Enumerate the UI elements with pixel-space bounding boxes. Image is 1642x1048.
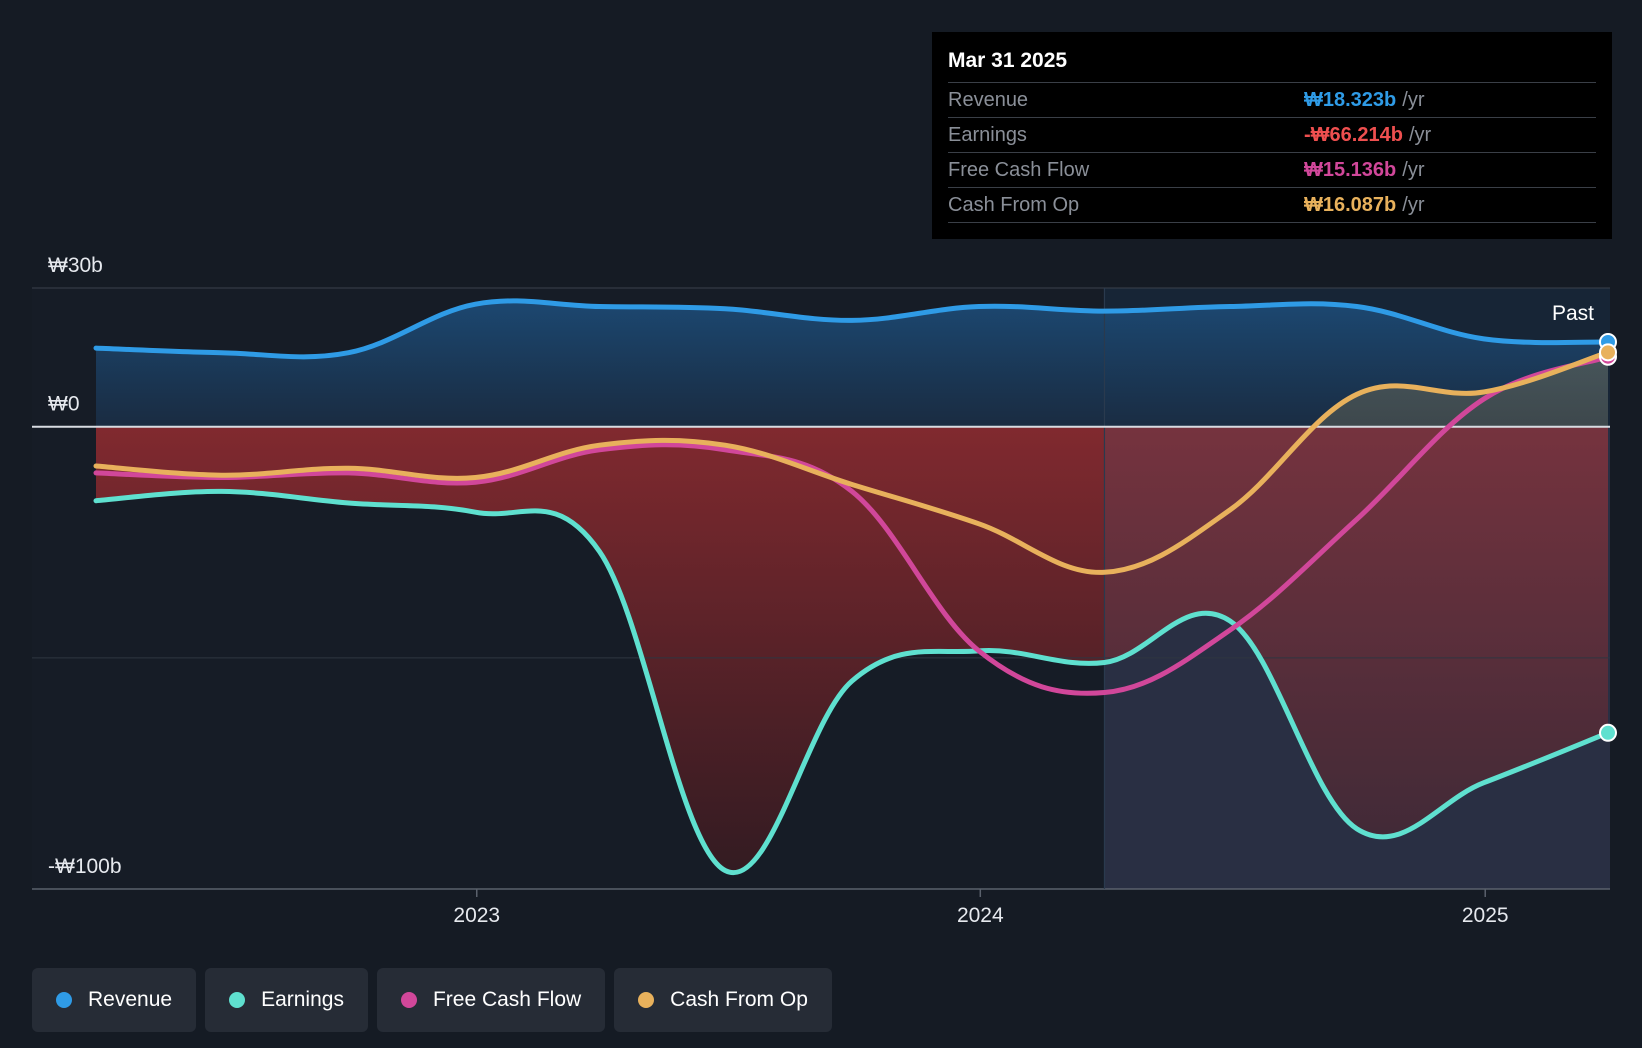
tooltip-row-cash-from-op: Cash From Op ₩16.087b /yr [948, 188, 1596, 223]
revenue-dot-icon [56, 992, 72, 1008]
earnings-area [96, 426, 1608, 873]
tooltip-row-earnings: Earnings -₩66.214b /yr [948, 118, 1596, 153]
legend-label: Revenue [88, 988, 173, 1011]
revenue-line [93, 298, 1611, 360]
legend-label: Earnings [261, 988, 344, 1011]
tooltip-label: Earnings [948, 124, 1027, 146]
x-tick-label: 2025 [1462, 904, 1509, 927]
tooltip-value: ₩18.323b [1304, 89, 1397, 111]
x-tick-label: 2023 [453, 904, 500, 927]
tooltip-label: Free Cash Flow [948, 159, 1090, 181]
cash-from-op-dot-icon [638, 992, 655, 1008]
revenue-area [96, 300, 1608, 427]
y-tick-label: ₩0 [48, 393, 80, 416]
past-label: Past [1552, 302, 1594, 325]
earnings-end-dot [1599, 723, 1617, 742]
tooltip-unit: /yr [1408, 124, 1432, 146]
legend: Revenue Earnings Free Cash Flow Cash Fro… [32, 968, 832, 1032]
free-cash-flow-line [93, 354, 1611, 696]
tooltip-label: Cash From Op [948, 194, 1080, 216]
tooltip-unit: /yr [1402, 89, 1425, 111]
tooltip-unit: /yr [1402, 159, 1425, 181]
tooltip-date: Mar 31 2025 [948, 46, 1596, 83]
legend-item-earnings[interactable]: Earnings [205, 968, 368, 1032]
tooltip-unit: /yr [1402, 194, 1425, 216]
tooltip-value: -₩66.214b [1304, 124, 1403, 146]
tooltip-row-free-cash-flow: Free Cash Flow ₩15.136b /yr [948, 153, 1596, 188]
legend-label: Free Cash Flow [432, 988, 582, 1011]
tooltip-row-revenue: Revenue ₩18.323b /yr [948, 83, 1596, 118]
cash-from-op-line [93, 349, 1611, 575]
y-tick-label: ₩30b [48, 254, 103, 277]
legend-item-revenue[interactable]: Revenue [32, 968, 197, 1032]
tooltip-value: ₩15.136b [1304, 159, 1397, 181]
tooltip-label: Revenue [948, 89, 1029, 111]
y-tick-label: -₩100b [48, 855, 122, 878]
earnings-line [93, 488, 1611, 876]
tooltip-panel: Mar 31 2025 Revenue ₩18.323b /yr Earning… [932, 32, 1612, 239]
tooltip-value: ₩16.087b [1304, 194, 1397, 216]
cash-from-op-end-dot [1599, 343, 1617, 362]
x-tick-label: 2024 [957, 904, 1004, 927]
free-cash-flow-dot-icon [400, 992, 417, 1008]
earnings-dot-icon [229, 992, 246, 1008]
legend-label: Cash From Op [670, 988, 808, 1011]
legend-item-cash-from-op[interactable]: Cash From Op [614, 968, 832, 1032]
legend-item-free-cash-flow[interactable]: Free Cash Flow [376, 968, 606, 1032]
